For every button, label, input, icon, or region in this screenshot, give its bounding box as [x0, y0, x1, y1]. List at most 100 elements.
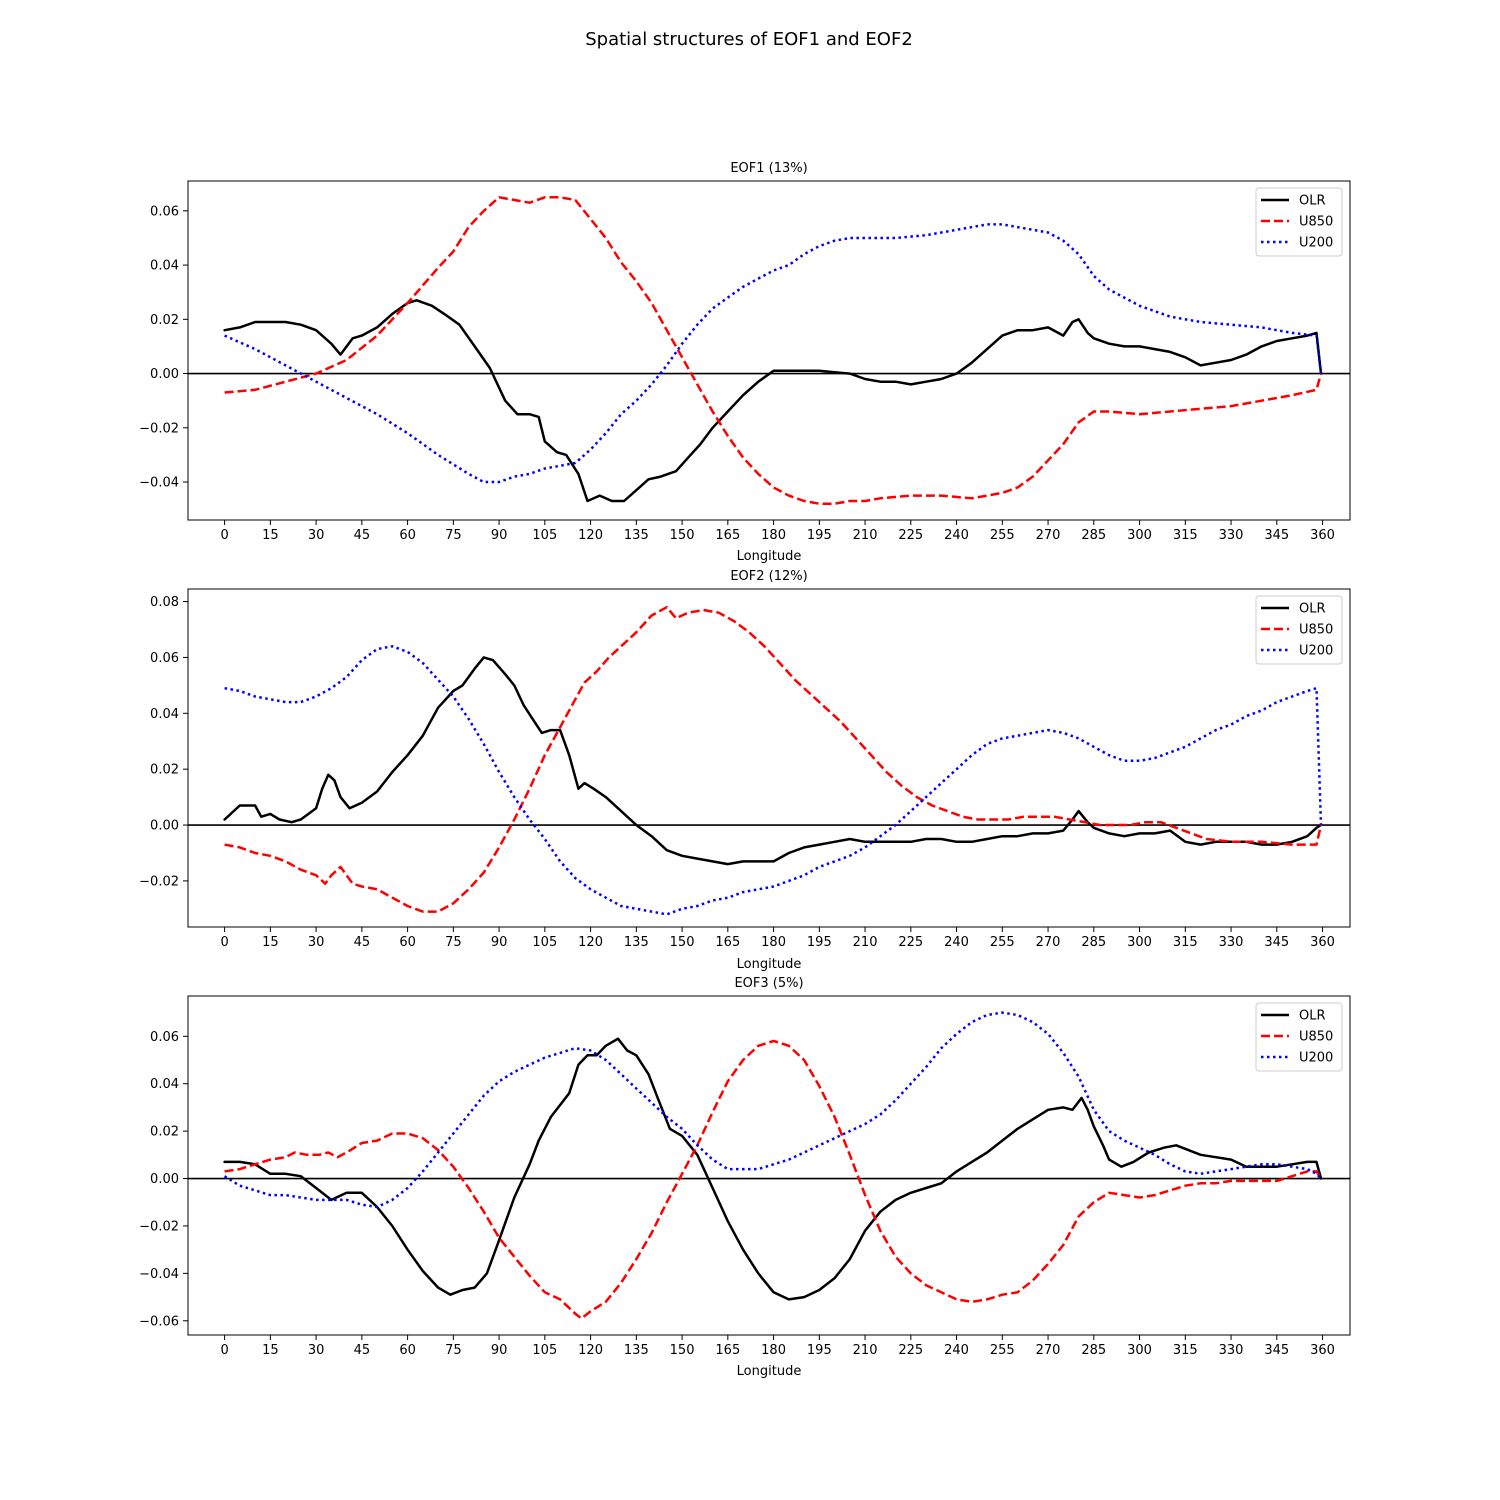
x-tick-label: 60 [399, 528, 416, 543]
legend-label: U850 [1299, 623, 1333, 638]
axes-frame [187, 588, 1351, 928]
x-tick-label: 345 [1264, 528, 1289, 543]
x-tick-label: 255 [990, 528, 1015, 543]
x-tick-label: 270 [1036, 935, 1061, 950]
x-tick-label: 15 [262, 1343, 279, 1358]
legend-label: U200 [1299, 1051, 1333, 1066]
x-tick-label: 15 [262, 528, 279, 543]
x-tick-label: 195 [807, 935, 832, 950]
x-tick-label: 30 [308, 935, 325, 950]
series-line-u200 [224, 223, 1323, 484]
x-tick-label: 210 [853, 935, 878, 950]
x-tick-label: 75 [445, 528, 462, 543]
x-tick-label: 15 [262, 935, 279, 950]
legend-box [1255, 1002, 1343, 1072]
x-tick-label: 300 [1127, 528, 1152, 543]
x-tick-label: 315 [1173, 1343, 1198, 1358]
x-tick-label: 45 [354, 528, 371, 543]
series-line-olr [223, 656, 1323, 866]
legend-label: U850 [1299, 215, 1333, 230]
x-tick-label: 0 [220, 1343, 228, 1358]
x-tick-label: 240 [944, 1343, 969, 1358]
x-tick-label: 255 [990, 1343, 1015, 1358]
x-tick-label: 165 [715, 528, 740, 543]
panel-title: EOF1 (13%) [730, 161, 807, 176]
x-tick-label: 345 [1264, 1343, 1289, 1358]
x-tick-label: 330 [1219, 935, 1244, 950]
legend: OLR U850 U200 [1255, 1002, 1343, 1072]
panel-title: EOF2 (12%) [730, 569, 807, 584]
y-tick-label: −0.06 [139, 1314, 179, 1329]
x-tick-label: 150 [670, 935, 695, 950]
y-tick-label: −0.04 [139, 1267, 179, 1282]
figure-title: Spatial structures of EOF1 and EOF2 [585, 29, 913, 50]
x-tick-label: 60 [399, 1343, 416, 1358]
x-tick-label: 330 [1219, 528, 1244, 543]
x-tick-label: 180 [761, 935, 786, 950]
y-tick-label: 0.00 [150, 1172, 179, 1187]
y-tick-label: −0.02 [139, 874, 179, 889]
x-tick-label: 165 [715, 1343, 740, 1358]
plot-area-1: 0 15 30 45 60 75 90 105 120 135 150 165 180 195 210 225… [139, 180, 1351, 543]
x-tick-label: 240 [944, 528, 969, 543]
x-tick-label: 270 [1036, 528, 1061, 543]
x-tick-label: 195 [807, 528, 832, 543]
y-tick-label: 0.02 [150, 1125, 179, 1140]
y-tick-label: 0.08 [150, 595, 179, 610]
x-tick-label: 180 [761, 528, 786, 543]
x-axis-label: Longitude [737, 1364, 802, 1379]
x-tick-label: 105 [532, 528, 557, 543]
series-line-u850 [224, 196, 1323, 505]
series-line-u850 [224, 1039, 1323, 1320]
x-tick-label: 60 [399, 935, 416, 950]
x-tick-label: 90 [491, 1343, 508, 1358]
y-tick-label: −0.02 [139, 1219, 179, 1234]
x-tick-label: 330 [1219, 1343, 1244, 1358]
x-tick-label: 240 [944, 935, 969, 950]
y-tick-label: 0.06 [150, 204, 179, 219]
axes-frame [187, 180, 1351, 521]
x-tick-label: 225 [898, 528, 923, 543]
x-tick-label: 345 [1264, 935, 1289, 950]
x-tick-label: 45 [354, 935, 371, 950]
x-tick-label: 300 [1127, 935, 1152, 950]
y-tick-label: 0.04 [150, 1077, 179, 1092]
y-tick-label: 0.06 [150, 651, 179, 666]
legend-label: OLR [1299, 1009, 1326, 1024]
legend-label: U200 [1299, 644, 1333, 659]
x-tick-label: 360 [1310, 935, 1335, 950]
x-tick-label: 360 [1310, 528, 1335, 543]
x-tick-label: 45 [354, 1343, 371, 1358]
x-tick-label: 90 [491, 935, 508, 950]
x-tick-label: 120 [578, 935, 603, 950]
x-tick-label: 285 [1081, 935, 1106, 950]
legend-box [1255, 187, 1343, 257]
legend-label: OLR [1299, 602, 1326, 617]
y-tick-label: 0.04 [150, 259, 179, 274]
x-tick-label: 195 [807, 1343, 832, 1358]
legend-box [1255, 595, 1343, 665]
series-line-u850 [224, 605, 1323, 913]
series-line-u200 [223, 1011, 1322, 1209]
x-tick-label: 360 [1310, 1343, 1335, 1358]
x-tick-label: 225 [898, 1343, 923, 1358]
x-tick-label: 315 [1173, 935, 1198, 950]
x-tick-label: 165 [715, 935, 740, 950]
x-tick-label: 90 [491, 528, 508, 543]
x-tick-label: 255 [990, 935, 1015, 950]
x-tick-label: 285 [1081, 1343, 1106, 1358]
x-tick-label: 120 [578, 1343, 603, 1358]
x-tick-label: 30 [308, 528, 325, 543]
y-tick-label: 0.06 [150, 1030, 179, 1045]
x-tick-label: 135 [624, 1343, 649, 1358]
x-tick-label: 75 [445, 935, 462, 950]
x-tick-label: 225 [898, 935, 923, 950]
y-tick-label: 0.02 [150, 763, 179, 778]
legend-label: U850 [1299, 1030, 1333, 1045]
x-tick-label: 210 [853, 528, 878, 543]
legend-label: U200 [1299, 236, 1333, 251]
panel-eof3: EOF3 (5%) Longitude [734, 976, 803, 1379]
x-tick-label: 120 [578, 528, 603, 543]
